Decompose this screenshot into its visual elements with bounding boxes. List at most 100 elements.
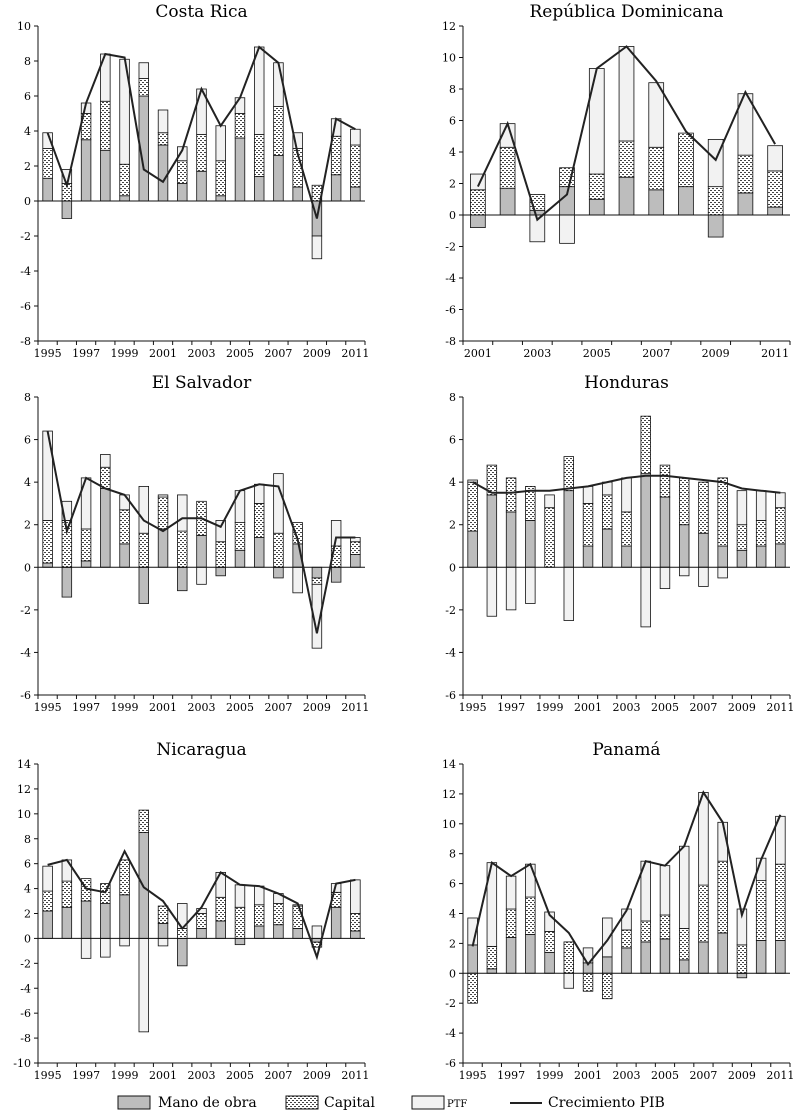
y-tick-label: -4	[20, 265, 31, 278]
x-tick-label: 2007	[689, 701, 717, 714]
bar-capital	[234, 906, 246, 939]
bar-capital	[330, 135, 342, 176]
bar-capital	[505, 477, 517, 513]
bar-labor	[42, 562, 53, 568]
bar-capital	[505, 908, 517, 938]
bar-tfp	[177, 494, 188, 532]
bar-labor	[505, 937, 517, 974]
x-tick-label: 2011	[766, 701, 794, 714]
bar-capital	[678, 132, 694, 188]
bar-labor	[157, 144, 169, 202]
bar-tfp	[559, 214, 575, 244]
bar-tfp	[253, 46, 265, 135]
bar-labor	[470, 214, 486, 229]
bar-capital	[350, 144, 361, 188]
legend-item-gdp: Crecimiento PIB	[510, 1095, 665, 1111]
y-tick-label: 6	[24, 858, 31, 871]
y-tick-label: 4	[24, 883, 31, 896]
bar-capital	[640, 920, 651, 943]
y-tick-label: 0	[24, 195, 31, 208]
x-tick-label: 1995	[34, 347, 62, 360]
bar-labor	[42, 177, 53, 202]
y-tick-label: 14	[17, 758, 31, 771]
bar-labor	[273, 924, 284, 939]
bar-labor	[640, 473, 651, 568]
y-tick-label: 2	[24, 519, 31, 532]
bar-tfp	[311, 925, 323, 939]
y-tick-label: 2	[24, 160, 31, 173]
y-tick-label: -4	[20, 646, 31, 659]
bar-capital	[707, 186, 724, 216]
bar-labor	[755, 545, 767, 568]
bar-tfp	[544, 911, 555, 932]
x-tick-label: 2007	[689, 1069, 717, 1082]
bar-capital	[648, 146, 665, 191]
bar-capital	[119, 163, 130, 197]
bar-capital	[177, 160, 188, 184]
x-tick-label: 2005	[226, 347, 254, 360]
x-tick-label: 2007	[264, 347, 292, 360]
bar-tfp	[736, 490, 748, 526]
bar-labor	[678, 959, 690, 974]
y-tick-label: 4	[449, 146, 456, 159]
bar-labor	[698, 532, 709, 568]
y-tick-label: -8	[20, 1032, 31, 1045]
bar-capital	[698, 884, 709, 943]
bar-tfp	[177, 146, 188, 162]
bar-tfp	[215, 520, 226, 543]
legend-swatch-capital	[285, 1095, 319, 1110]
y-tick-label: 14	[442, 758, 456, 771]
bar-tfp	[659, 566, 671, 589]
bar-labor	[253, 176, 265, 202]
x-tick-label: 1999	[111, 701, 139, 714]
bar-tfp	[505, 566, 517, 611]
bar-labor	[42, 910, 53, 939]
x-tick-label: 2005	[226, 1069, 254, 1082]
bar-capital	[253, 503, 265, 538]
bar-capital	[42, 148, 53, 179]
bar-tfp	[273, 473, 284, 534]
bar-labor	[499, 187, 516, 216]
bar-capital	[100, 466, 111, 489]
bar-tfp	[157, 109, 169, 134]
y-tick-label: -10	[13, 1057, 31, 1070]
bar-tfp	[138, 938, 150, 1033]
bar-tfp	[157, 494, 169, 498]
bar-tfp	[582, 485, 594, 504]
bar-labor	[588, 198, 605, 216]
gdp-line	[472, 474, 781, 494]
y-tick-label: 12	[442, 788, 456, 801]
x-tick-label: 2007	[264, 701, 292, 714]
x-tick-label: 2007	[264, 1069, 292, 1082]
bar-tfp	[80, 938, 92, 959]
y-tick-label: -6	[20, 300, 31, 313]
bar-capital	[215, 896, 226, 922]
bar-capital	[177, 530, 188, 568]
bar-capital	[273, 903, 284, 926]
bar-labor	[273, 155, 284, 202]
y-tick-label: 6	[449, 878, 456, 891]
chart-2: El Salvador -6 -4 -2 0 2 4 6 8 1995 1997 1999 2001 20…	[20, 373, 369, 714]
x-tick-label: 1999	[536, 701, 564, 714]
y-tick-label: 4	[449, 908, 456, 921]
x-tick-label: 2009	[728, 701, 756, 714]
x-tick-label: 1997	[72, 1069, 100, 1082]
y-tick-label: 4	[24, 476, 31, 489]
bar-tfp	[138, 485, 150, 534]
x-tick-label: 2011	[341, 1069, 369, 1082]
bar-labor	[196, 170, 207, 202]
x-tick-label: 2007	[642, 347, 670, 360]
bar-labor	[215, 920, 226, 939]
y-tick-label: 10	[442, 818, 456, 831]
bar-capital	[525, 485, 536, 521]
bar-labor	[467, 944, 478, 974]
bar-capital	[42, 520, 53, 564]
y-tick-label: 12	[17, 783, 31, 796]
bar-labor	[215, 195, 226, 202]
gdp-line	[46, 45, 356, 219]
x-tick-label: 1995	[34, 1069, 62, 1082]
bar-labor	[563, 490, 575, 568]
legend-item-tfp: PTF	[411, 1095, 467, 1110]
bar-tfp	[698, 792, 709, 886]
legend: Mano de obra Capital PTF Crecimiento PIB	[117, 1095, 665, 1111]
